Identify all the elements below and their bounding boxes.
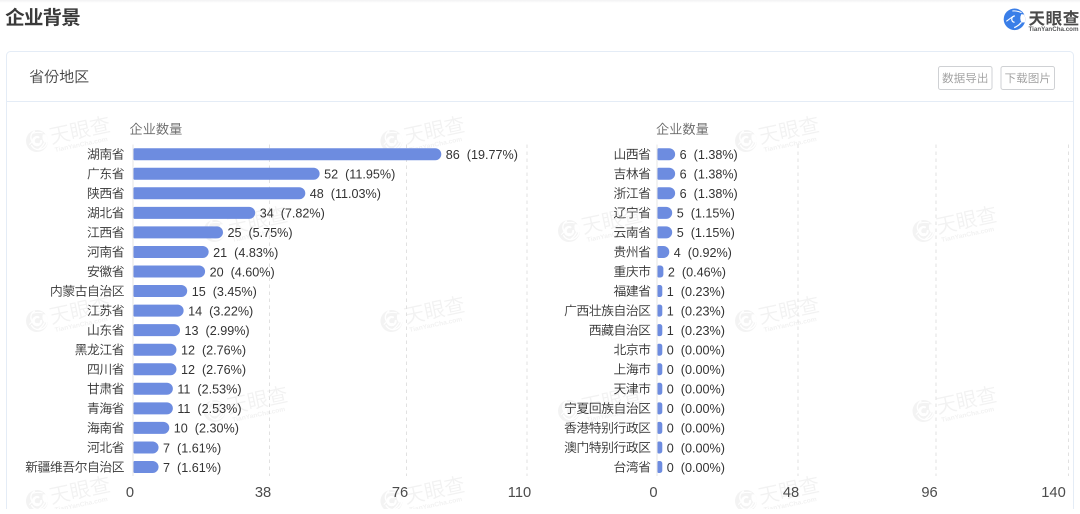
svg-text:7 (1.61%): 7 (1.61%) — [163, 441, 221, 455]
svg-text:12 (2.76%): 12 (2.76%) — [181, 363, 246, 377]
svg-text:140: 140 — [1041, 485, 1066, 501]
svg-text:11 (2.53%): 11 (2.53%) — [177, 402, 241, 416]
svg-text:TianYanCha.com: TianYanCha.com — [1029, 26, 1079, 33]
svg-text:0 (0.00%): 0 (0.00%) — [667, 383, 725, 397]
svg-text:14 (3.22%): 14 (3.22%) — [188, 304, 253, 318]
svg-text:7 (1.61%): 7 (1.61%) — [163, 461, 221, 475]
svg-text:48: 48 — [783, 485, 799, 501]
svg-text:52 (11.95%): 52 (11.95%) — [324, 168, 395, 182]
svg-text:5 (1.15%): 5 (1.15%) — [677, 207, 735, 221]
svg-text:48 (11.03%): 48 (11.03%) — [310, 187, 381, 201]
svg-text:110: 110 — [508, 485, 531, 501]
svg-text:6 (1.38%): 6 (1.38%) — [680, 187, 738, 201]
svg-text:86 (19.77%): 86 (19.77%) — [446, 148, 518, 162]
svg-text:20 (4.60%): 20 (4.60%) — [210, 265, 275, 279]
svg-text:1 (0.23%): 1 (0.23%) — [667, 304, 725, 318]
svg-text:38: 38 — [255, 485, 271, 501]
svg-text:0 (0.00%): 0 (0.00%) — [667, 422, 725, 436]
svg-text:0: 0 — [126, 485, 134, 501]
svg-text:1 (0.23%): 1 (0.23%) — [667, 324, 725, 338]
svg-text:11 (2.53%): 11 (2.53%) — [177, 383, 241, 397]
svg-text:96: 96 — [921, 485, 937, 501]
svg-text:25 (5.75%): 25 (5.75%) — [227, 226, 292, 240]
svg-text:76: 76 — [392, 485, 408, 501]
svg-text:0 (0.00%): 0 (0.00%) — [667, 363, 725, 377]
svg-text:6 (1.38%): 6 (1.38%) — [680, 148, 738, 162]
svg-text:34 (7.82%): 34 (7.82%) — [260, 207, 325, 221]
svg-text:5 (1.15%): 5 (1.15%) — [677, 226, 735, 240]
svg-text:10 (2.30%): 10 (2.30%) — [174, 422, 239, 436]
svg-text:0 (0.00%): 0 (0.00%) — [667, 461, 725, 475]
svg-text:2 (0.46%): 2 (0.46%) — [668, 265, 726, 279]
svg-text:0: 0 — [649, 485, 657, 501]
svg-text:0 (0.00%): 0 (0.00%) — [667, 344, 725, 358]
svg-text:6 (1.38%): 6 (1.38%) — [680, 168, 738, 182]
svg-text:0 (0.00%): 0 (0.00%) — [667, 402, 725, 416]
svg-text:0 (0.00%): 0 (0.00%) — [667, 441, 725, 455]
svg-text:12 (2.76%): 12 (2.76%) — [181, 344, 246, 358]
svg-text:4 (0.92%): 4 (0.92%) — [674, 246, 732, 260]
svg-text:15 (3.45%): 15 (3.45%) — [192, 285, 257, 299]
svg-text:1 (0.23%): 1 (0.23%) — [667, 285, 725, 299]
svg-text:13 (2.99%): 13 (2.99%) — [185, 324, 250, 338]
svg-text:21 (4.83%): 21 (4.83%) — [213, 246, 278, 260]
